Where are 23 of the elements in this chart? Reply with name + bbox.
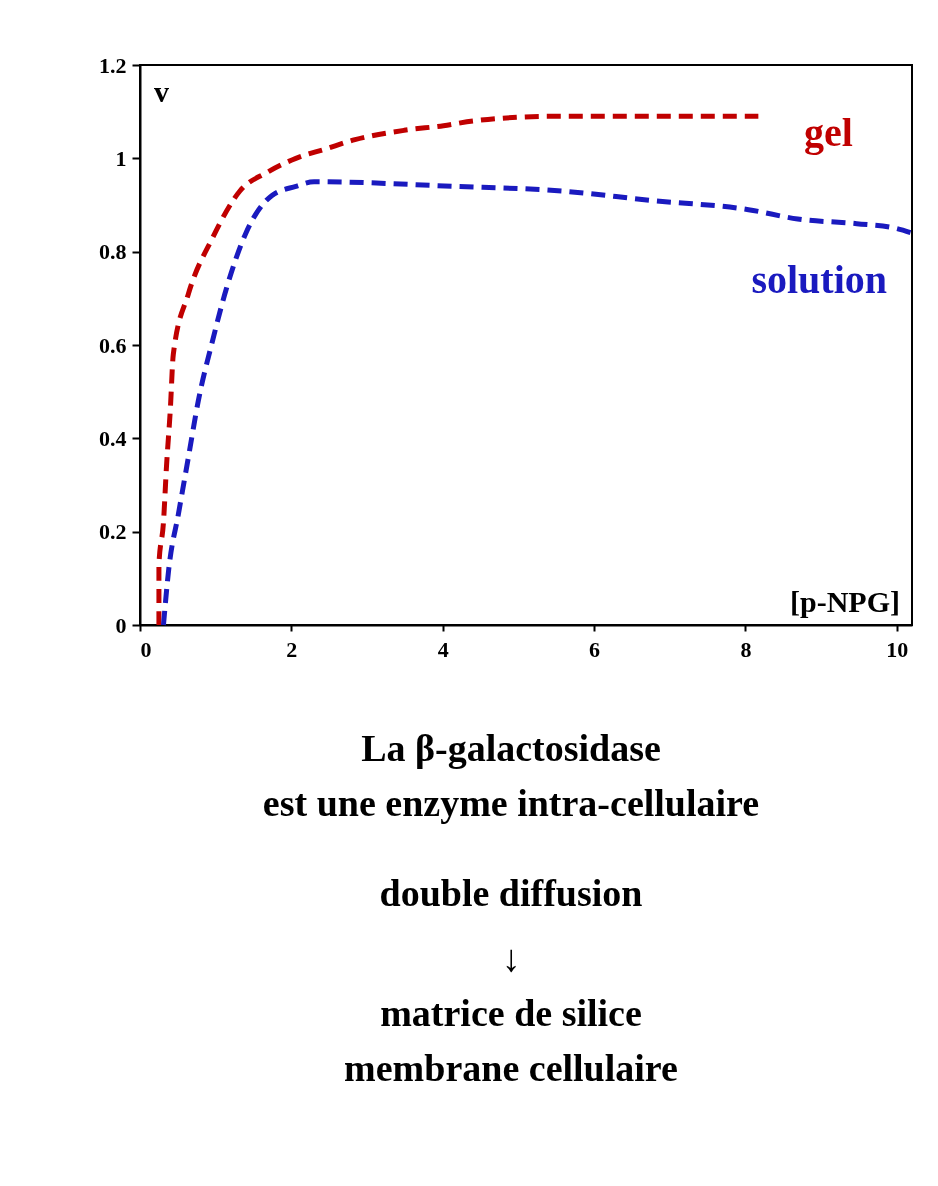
series-label: gel — [803, 110, 853, 156]
x-tick-label: 4 — [437, 636, 449, 662]
y-tick-label: 0 — [115, 612, 127, 638]
y-tick-label: 0.4 — [99, 425, 127, 451]
y-tick-label: 0.8 — [99, 239, 127, 265]
x-tick-label: 8 — [740, 636, 752, 662]
x-tick-label: 6 — [589, 636, 601, 662]
text: ↓ — [501, 937, 521, 979]
y-tick-label: 0.6 — [99, 332, 127, 358]
text: double diffusion — [379, 872, 643, 914]
series-label: solution — [751, 257, 887, 302]
text: La β-galactosidase — [361, 727, 661, 769]
x-axis-title: [p-NPG] — [790, 585, 900, 618]
y-axis-title: v — [154, 75, 169, 108]
y-tick-label: 1.2 — [99, 52, 127, 78]
x-tick-label: 10 — [886, 636, 909, 662]
x-tick-label: 0 — [140, 636, 152, 662]
x-tick-label: 2 — [286, 636, 298, 662]
text: matrice de silice — [380, 992, 642, 1034]
text: membrane cellulaire — [344, 1047, 678, 1089]
text: est une enzyme intra-cellulaire — [262, 782, 760, 824]
y-tick-label: 0.2 — [99, 519, 127, 545]
y-tick-label: 1 — [115, 145, 127, 171]
